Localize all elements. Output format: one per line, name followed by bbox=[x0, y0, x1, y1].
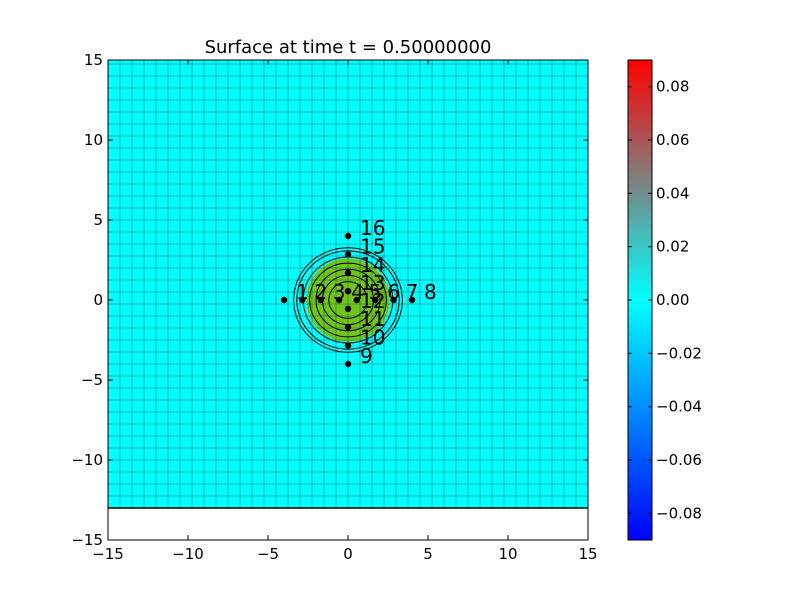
contour-line bbox=[296, 250, 400, 350]
gauge-label: 10 bbox=[360, 326, 385, 350]
gauge-label: 3 bbox=[333, 280, 346, 304]
x-tick-label: 10 bbox=[498, 545, 517, 563]
gauge-label: 16 bbox=[360, 216, 385, 240]
colorbar-tick-label: 0.06 bbox=[656, 131, 689, 149]
y-tick-label: 15 bbox=[84, 51, 103, 69]
gauge-label: 6 bbox=[387, 280, 400, 304]
y-tick-label: 0 bbox=[93, 291, 103, 309]
gauge-label: 7 bbox=[406, 280, 419, 304]
plot-area bbox=[108, 60, 588, 509]
gauge-label: 13 bbox=[360, 271, 385, 295]
y-tick-label: −10 bbox=[71, 451, 103, 469]
colorbar-tick-label: 0.02 bbox=[656, 238, 689, 256]
gauge-label: 1 bbox=[296, 280, 309, 304]
colorbar-tick-label: 0.00 bbox=[656, 291, 689, 309]
chart-title: Surface at time t = 0.50000000 bbox=[205, 37, 492, 58]
colorbar-tick-label: 0.08 bbox=[656, 78, 689, 96]
contour-line bbox=[328, 281, 368, 319]
contour-line bbox=[293, 247, 403, 353]
colorbar-tick-label: −0.04 bbox=[656, 398, 702, 416]
gauge-label: 12 bbox=[360, 289, 385, 313]
gauge-point bbox=[353, 296, 360, 304]
gauge-label: 2 bbox=[314, 280, 327, 304]
contour-line bbox=[309, 262, 387, 338]
colorbar-tick-label: −0.06 bbox=[656, 451, 702, 469]
x-axis-ticks: −15 −10 −5 0 5 10 15 bbox=[92, 60, 598, 563]
x-tick-label: 5 bbox=[423, 545, 433, 563]
contour-line bbox=[315, 268, 381, 332]
x-tick-label: −10 bbox=[172, 545, 204, 563]
x-tick-label: 0 bbox=[343, 545, 353, 563]
gauge-point bbox=[344, 324, 352, 331]
gauge-point bbox=[336, 296, 343, 304]
gauge-point bbox=[408, 296, 416, 304]
y-tick-label: 10 bbox=[84, 131, 103, 149]
gauge-label: 14 bbox=[360, 253, 385, 277]
gauge-point bbox=[299, 296, 306, 304]
gauge-point bbox=[372, 296, 379, 304]
mesh-grid bbox=[108, 60, 588, 509]
gauge-point bbox=[344, 342, 352, 349]
y-tick-label: −5 bbox=[81, 371, 103, 389]
gauge-label: 11 bbox=[360, 307, 385, 331]
gauge-label: 15 bbox=[360, 234, 385, 258]
gauge-point bbox=[390, 296, 397, 304]
y-tick-label: −15 bbox=[71, 531, 103, 549]
gauge-point bbox=[344, 305, 352, 312]
gauge-point bbox=[344, 251, 352, 258]
gauge-label: 8 bbox=[424, 280, 437, 304]
gauge-point bbox=[280, 296, 288, 304]
gauge-point bbox=[344, 288, 352, 295]
colorbar-tick-label: −0.02 bbox=[656, 344, 702, 362]
gauge-point bbox=[344, 360, 352, 368]
gauge-label: 9 bbox=[360, 344, 373, 368]
gauge-point bbox=[344, 269, 352, 276]
x-tick-label: 15 bbox=[578, 545, 597, 563]
y-tick-label: 5 bbox=[93, 211, 103, 229]
x-tick-label: −5 bbox=[257, 545, 279, 563]
colorbar-tick-label: −0.08 bbox=[656, 504, 702, 522]
colorbar-ticks: −0.08 −0.06 −0.04 −0.02 0.00 0.02 0.04 0.06 0.08 bbox=[628, 78, 702, 522]
gauge-point bbox=[344, 232, 352, 240]
gauge-point bbox=[317, 296, 324, 304]
x-tick-label: −15 bbox=[92, 545, 124, 563]
colorbar-tick-label: 0.04 bbox=[656, 184, 689, 202]
gauge-label: 5 bbox=[369, 280, 382, 304]
